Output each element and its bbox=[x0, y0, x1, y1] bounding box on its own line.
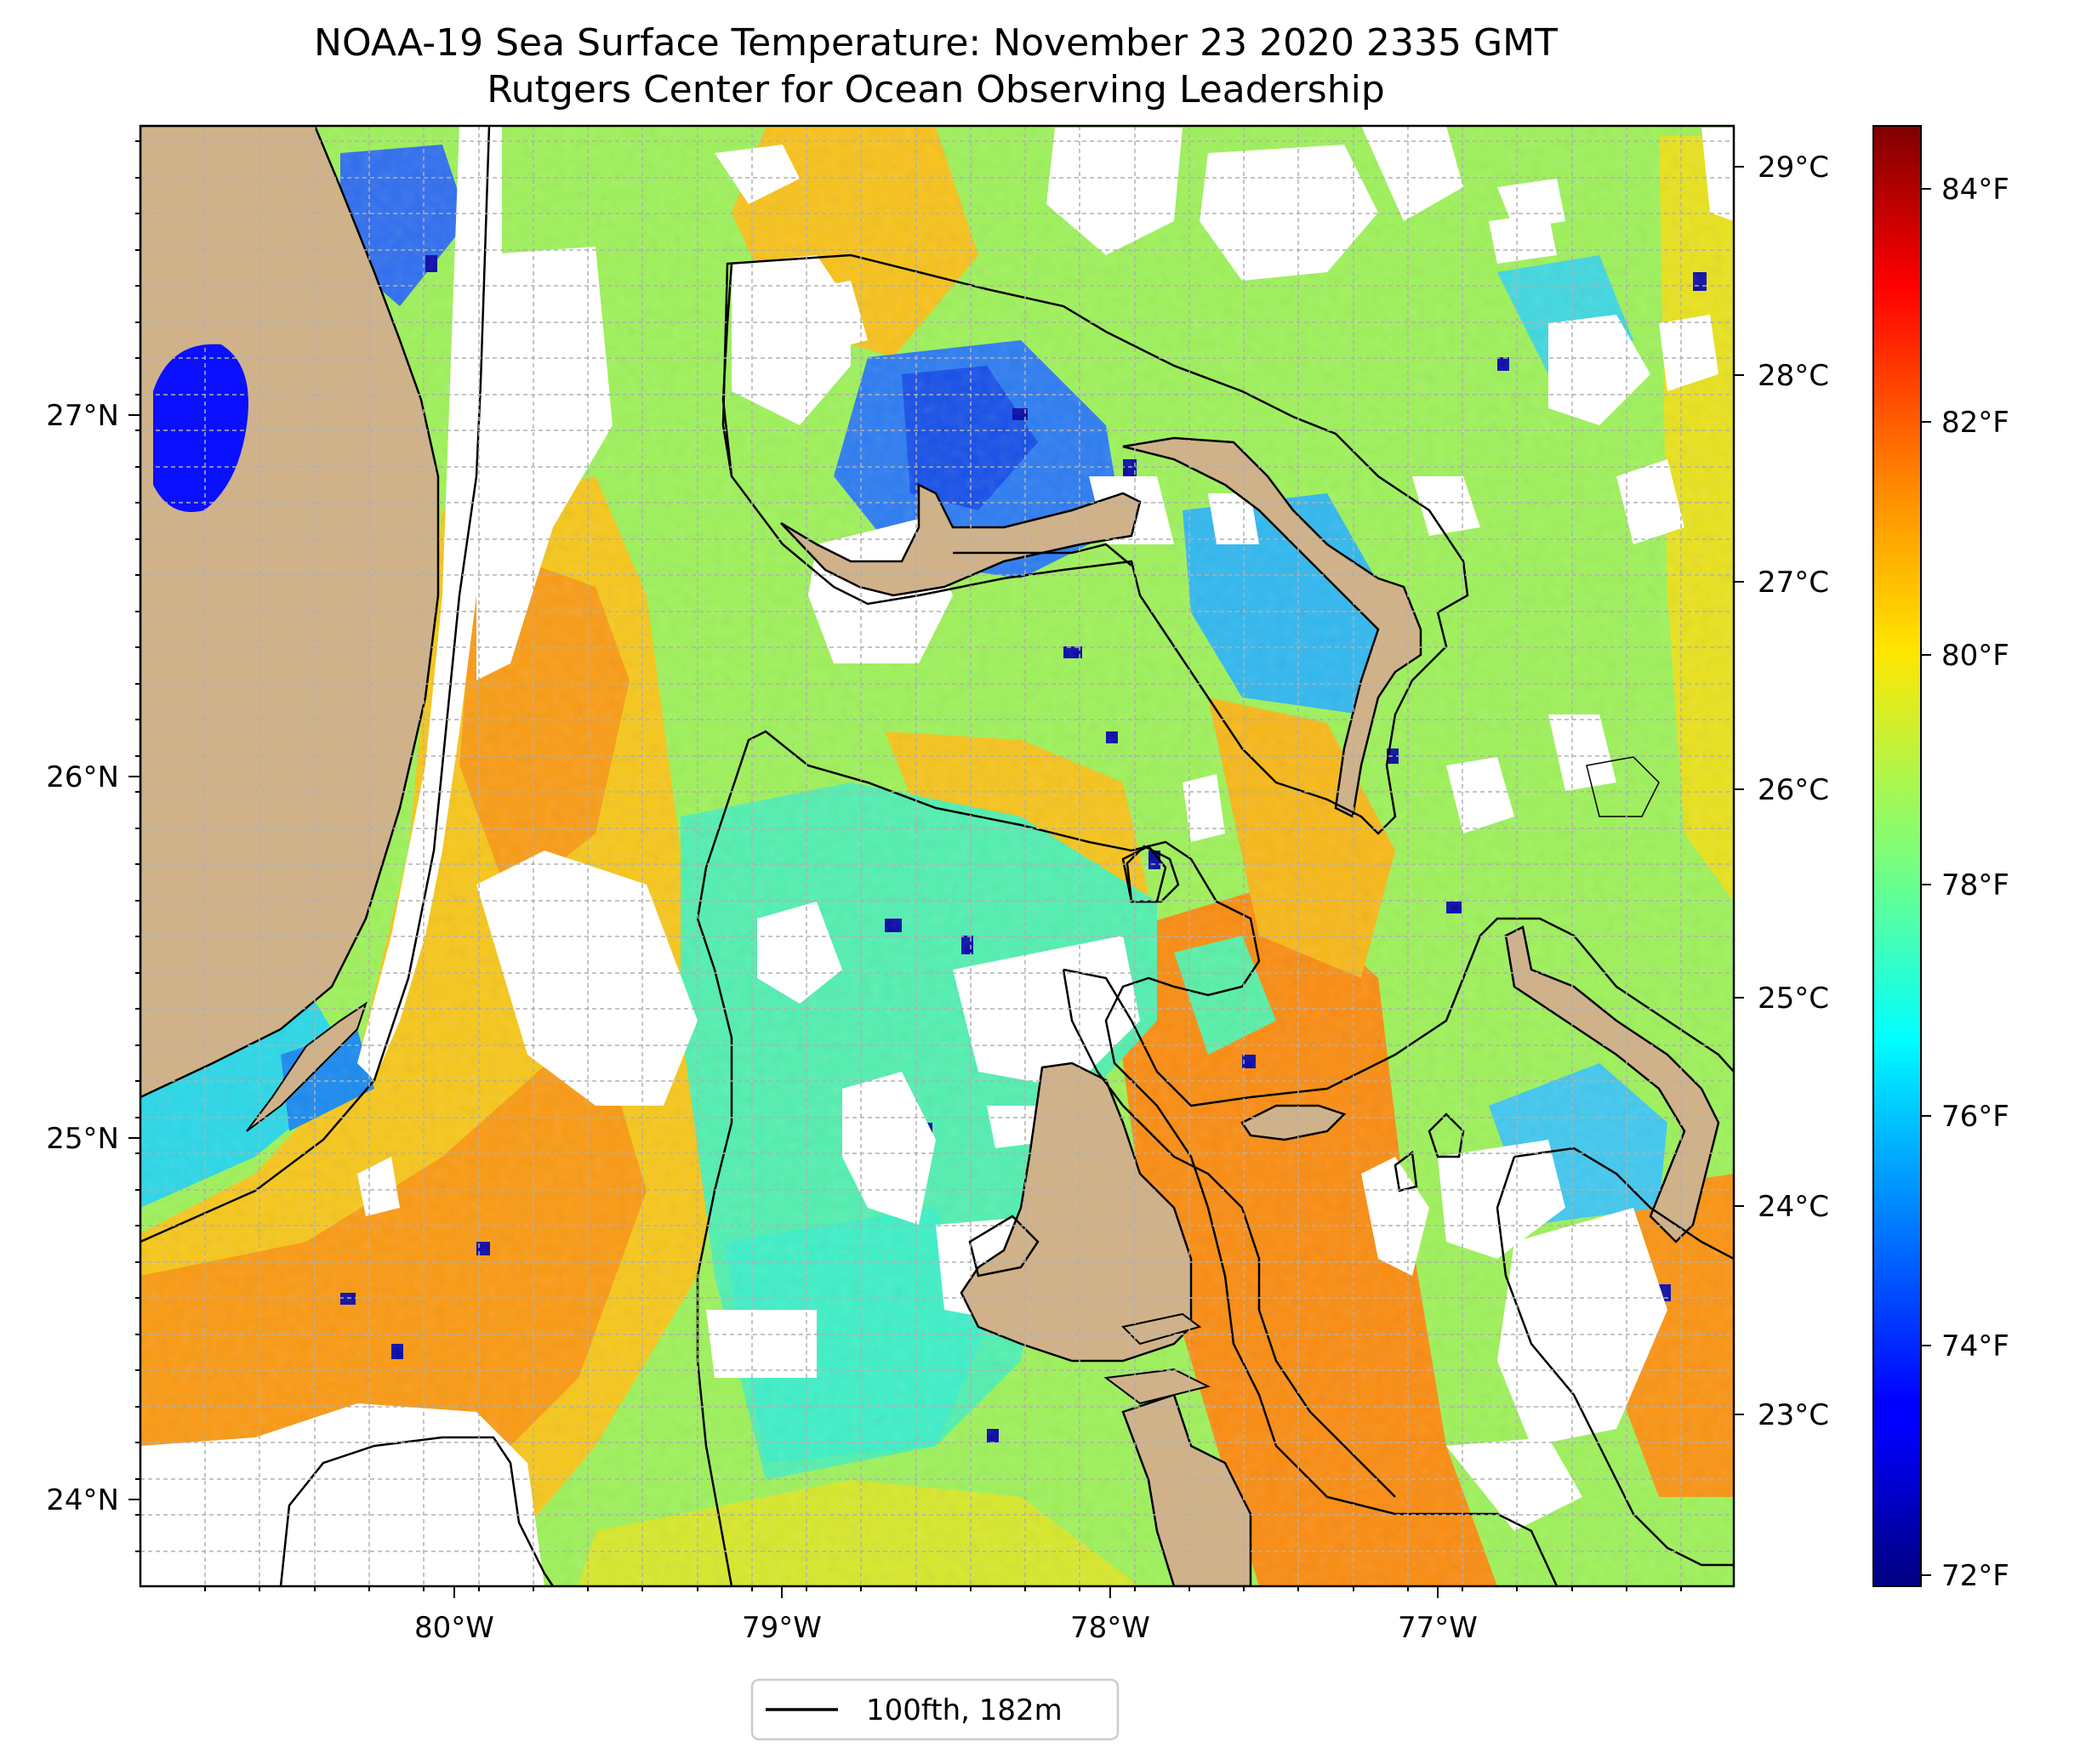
map-legend: 100fth, 182m bbox=[750, 1678, 1120, 1741]
fahrenheit-label-80: 80°F bbox=[1941, 639, 2009, 673]
lat-label-26n: 26°N bbox=[46, 760, 119, 794]
andros-land bbox=[960, 1061, 1193, 1363]
map-frame bbox=[139, 124, 1735, 1588]
latitude-labels: 24°N 25°N 26°N 27°N bbox=[46, 399, 119, 1517]
cloud-mask bbox=[140, 126, 1734, 1586]
longitude-labels: 80°W 79°W 78°W 77°W bbox=[414, 1611, 1478, 1645]
lat-label-27n: 27°N bbox=[46, 399, 119, 433]
lake-okeechobee-fill bbox=[153, 344, 248, 512]
graticule bbox=[140, 126, 1734, 1586]
map-title-line1: NOAA-19 Sea Surface Temperature: Novembe… bbox=[314, 21, 1558, 65]
fahrenheit-labels: 84°F 82°F 80°F 78°F 76°F 74°F 72°F bbox=[1941, 173, 2009, 1593]
legend-label: 100fth, 182m bbox=[866, 1693, 1063, 1727]
grand-bahama-land bbox=[780, 482, 1142, 597]
celsius-label-29: 29°C bbox=[1758, 151, 1829, 185]
celsius-label-28: 28°C bbox=[1758, 359, 1829, 393]
lat-label-25n: 25°N bbox=[46, 1122, 119, 1156]
colorbar-ticks bbox=[1921, 188, 1931, 1576]
fahrenheit-label-72: 72°F bbox=[1941, 1559, 2009, 1593]
celsius-label-26: 26°C bbox=[1758, 773, 1829, 807]
celsius-label-23: 23°C bbox=[1758, 1398, 1829, 1432]
map-ticks bbox=[128, 140, 1744, 1598]
fahrenheit-label-78: 78°F bbox=[1941, 868, 2009, 902]
celsius-label-25: 25°C bbox=[1758, 982, 1829, 1016]
lon-label-77w: 77°W bbox=[1398, 1611, 1478, 1645]
sst-map-panel bbox=[140, 126, 1734, 1586]
abaco-land bbox=[1122, 436, 1422, 818]
lon-label-80w: 80°W bbox=[414, 1611, 494, 1645]
eleuthera-land bbox=[1504, 925, 1720, 1243]
colorbar-gradient bbox=[1872, 125, 1922, 1587]
fahrenheit-label-74: 74°F bbox=[1941, 1329, 2009, 1363]
fahrenheit-label-82: 82°F bbox=[1941, 406, 2009, 440]
lon-label-78w: 78°W bbox=[1070, 1611, 1150, 1645]
new-providence-land bbox=[1240, 1104, 1347, 1141]
isobath-100fth bbox=[140, 126, 1734, 1586]
celsius-labels: 29°C 28°C 27°C 26°C 25°C 24°C 23°C bbox=[1758, 151, 1829, 1432]
fahrenheit-label-76: 76°F bbox=[1941, 1100, 2009, 1134]
florida-keys bbox=[246, 1001, 368, 1132]
celsius-label-24: 24°C bbox=[1758, 1190, 1829, 1224]
fahrenheit-label-84: 84°F bbox=[1941, 173, 2009, 207]
celsius-label-27: 27°C bbox=[1758, 566, 1829, 600]
legend-box bbox=[750, 1678, 1120, 1741]
lon-label-79w: 79°W bbox=[742, 1611, 822, 1645]
colorbar: 84°F 82°F 80°F 78°F 76°F 74°F 72°F bbox=[1872, 125, 2009, 1593]
map-title-line2: Rutgers Center for Ocean Observing Leade… bbox=[487, 68, 1385, 111]
lat-label-24n: 24°N bbox=[46, 1483, 119, 1517]
